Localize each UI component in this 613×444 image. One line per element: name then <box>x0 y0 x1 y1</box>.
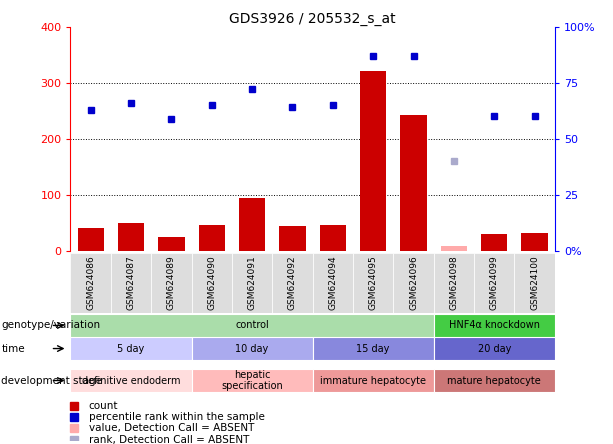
Text: GSM624095: GSM624095 <box>368 255 378 309</box>
Text: GSM624098: GSM624098 <box>449 255 459 309</box>
Text: hepatic
specification: hepatic specification <box>221 370 283 391</box>
Text: GSM624087: GSM624087 <box>126 255 135 309</box>
Bar <box>70 337 191 360</box>
Bar <box>474 253 514 313</box>
Title: GDS3926 / 205532_s_at: GDS3926 / 205532_s_at <box>229 12 396 26</box>
Bar <box>158 237 185 251</box>
Text: time: time <box>1 344 25 353</box>
Text: count: count <box>89 401 118 411</box>
Text: GSM624099: GSM624099 <box>490 255 499 309</box>
Bar <box>151 253 191 313</box>
Text: GSM624090: GSM624090 <box>207 255 216 309</box>
Text: 10 day: 10 day <box>235 344 268 353</box>
Bar <box>272 253 313 313</box>
Text: control: control <box>235 321 269 330</box>
Bar <box>522 233 547 251</box>
Text: GSM624092: GSM624092 <box>288 255 297 309</box>
Text: genotype/variation: genotype/variation <box>1 321 101 330</box>
Bar <box>239 198 265 251</box>
Bar <box>280 226 305 251</box>
Bar <box>70 314 434 337</box>
Text: GSM624091: GSM624091 <box>248 255 257 309</box>
Bar <box>441 246 467 251</box>
Bar <box>313 253 353 313</box>
Text: GSM624100: GSM624100 <box>530 255 539 309</box>
Text: GSM624094: GSM624094 <box>329 255 337 309</box>
Text: mature hepatocyte: mature hepatocyte <box>447 376 541 385</box>
Bar <box>78 229 104 251</box>
Bar <box>70 253 111 313</box>
Bar <box>400 115 427 251</box>
Bar <box>118 223 144 251</box>
Text: GSM624089: GSM624089 <box>167 255 176 309</box>
Text: HNF4α knockdown: HNF4α knockdown <box>449 321 539 330</box>
Bar <box>433 253 474 313</box>
Bar <box>313 369 434 392</box>
Text: percentile rank within the sample: percentile rank within the sample <box>89 412 264 422</box>
Text: value, Detection Call = ABSENT: value, Detection Call = ABSENT <box>89 424 254 433</box>
Bar <box>394 253 434 313</box>
Bar <box>320 225 346 251</box>
Bar <box>191 253 232 313</box>
Bar <box>70 369 191 392</box>
Bar <box>232 253 272 313</box>
Bar <box>199 225 225 251</box>
Bar <box>313 337 434 360</box>
Text: definitive endoderm: definitive endoderm <box>82 376 180 385</box>
Bar <box>514 253 555 313</box>
Text: rank, Detection Call = ABSENT: rank, Detection Call = ABSENT <box>89 435 249 444</box>
Bar <box>481 234 508 251</box>
Bar <box>111 253 151 313</box>
Bar <box>433 337 555 360</box>
Bar <box>433 314 555 337</box>
Bar <box>191 337 313 360</box>
Text: GSM624096: GSM624096 <box>409 255 418 309</box>
Text: 15 day: 15 day <box>357 344 390 353</box>
Bar <box>433 369 555 392</box>
Text: 20 day: 20 day <box>478 344 511 353</box>
Bar <box>191 369 313 392</box>
Text: development stage: development stage <box>1 376 102 385</box>
Bar <box>360 71 386 251</box>
Text: 5 day: 5 day <box>118 344 145 353</box>
Text: GSM624086: GSM624086 <box>86 255 95 309</box>
Text: immature hepatocyte: immature hepatocyte <box>320 376 426 385</box>
Bar <box>353 253 394 313</box>
